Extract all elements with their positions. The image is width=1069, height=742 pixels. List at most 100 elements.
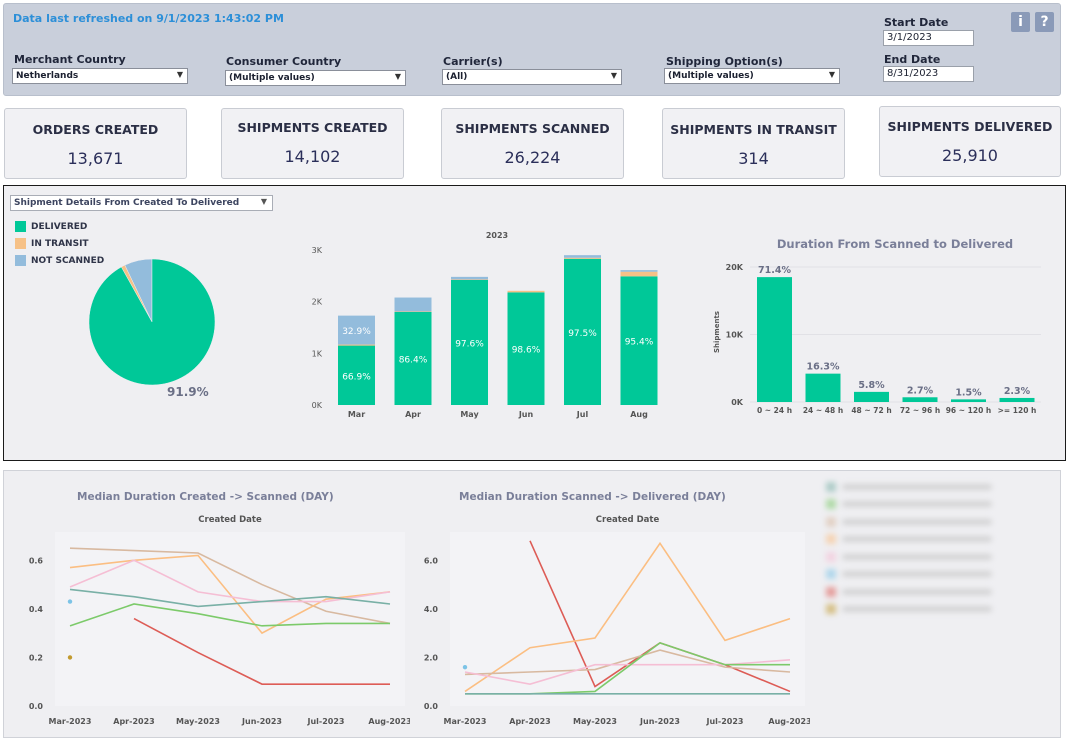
chevron-down-icon: ▼ [260, 197, 267, 206]
series-line[interactable] [464, 541, 791, 693]
series-point[interactable] [462, 664, 468, 670]
bar-data-label: 2.7% [907, 385, 934, 396]
kpi-value: 13,671 [67, 149, 124, 168]
legend-swatch [826, 569, 836, 580]
bar-segment[interactable] [564, 255, 601, 258]
legend-label: NOT SCANNED [31, 255, 105, 266]
bar[interactable] [854, 391, 889, 402]
legend-not-scanned: NOT SCANNED [15, 255, 104, 266]
series-point[interactable] [67, 599, 73, 604]
kpi-value: 14,102 [284, 147, 341, 166]
shipping-option-dropdown[interactable]: (Multiple values) ▼ [664, 68, 840, 84]
bar-segment[interactable] [620, 276, 658, 405]
series-line[interactable] [69, 588, 391, 608]
blurred-text [842, 553, 992, 560]
median-scanned-delivered-chart: Median Duration Scanned -> Delivered (DA… [424, 491, 810, 726]
shipment-details-selector[interactable]: Shipment Details From Created To Deliver… [10, 195, 273, 211]
bar-segment[interactable] [620, 271, 658, 277]
series-line[interactable] [464, 659, 791, 685]
consumer-country-value: (Multiple values) [229, 73, 315, 83]
bar-segment[interactable] [451, 276, 488, 280]
blurred-text [842, 501, 992, 508]
x-tick-label: Mar-2023 [444, 717, 487, 726]
bar-segment[interactable] [451, 279, 488, 405]
bar-segment[interactable] [394, 311, 432, 312]
blurred-legend-item [826, 513, 1046, 531]
pie-slice[interactable] [88, 258, 216, 386]
series-line[interactable] [69, 547, 391, 625]
x-tick-label: 48 ~ 72 h [851, 406, 891, 415]
legend-swatch [15, 221, 26, 232]
series-line[interactable] [464, 649, 791, 676]
bar-segment[interactable] [451, 279, 488, 280]
bar-segment[interactable] [564, 258, 601, 405]
blurred-text [842, 571, 992, 578]
carriers-label: Carrier(s) [443, 55, 503, 68]
consumer-country-dropdown[interactable]: (Multiple values) ▼ [225, 70, 406, 86]
legend-swatch [826, 481, 836, 492]
x-tick-label: 96 ~ 120 h [946, 406, 992, 415]
kpi-shipments-created: SHIPMENTS CREATED 14,102 [221, 108, 404, 179]
y-tick-label: 0.6 [29, 556, 44, 565]
chart-title: Median Duration Scanned -> Delivered (DA… [459, 491, 726, 503]
series-line[interactable] [133, 617, 390, 685]
series-point[interactable] [67, 655, 73, 660]
bar[interactable] [951, 399, 986, 402]
y-tick-label: 4.0 [424, 605, 439, 614]
blurred-text [842, 588, 992, 595]
chart-title: Duration From Scanned to Delivered [777, 237, 1013, 251]
legend-swatch [826, 604, 836, 615]
chevron-down-icon: ▼ [176, 70, 183, 79]
end-date-label: End Date [884, 53, 941, 66]
bar-segment[interactable] [507, 290, 545, 293]
blurred-legend-item [826, 478, 1046, 496]
end-date-input[interactable]: 8/31/2023 [883, 66, 974, 82]
pie-label: 91.9% [167, 385, 209, 399]
bar-segment[interactable] [338, 344, 375, 346]
help-icon[interactable]: ? [1035, 12, 1054, 32]
chart-subtitle: Created Date [596, 515, 660, 525]
y-tick-label: 1K [312, 349, 323, 358]
kpi-value: 25,910 [942, 146, 998, 165]
bar[interactable] [805, 373, 841, 402]
bar-segment[interactable] [620, 270, 658, 272]
bar-segment[interactable] [507, 292, 545, 405]
blurred-legend-item [826, 583, 1046, 601]
x-tick-label: May-2023 [176, 717, 220, 726]
x-tick-label: Jun [518, 410, 534, 419]
y-tick-label: 0.0 [29, 702, 44, 711]
bar[interactable] [902, 397, 938, 402]
series-line[interactable] [69, 603, 390, 627]
bar-segment[interactable] [564, 257, 601, 259]
chevron-down-icon: ▼ [394, 72, 401, 81]
y-tick-label: 10K [726, 331, 744, 340]
plot-area [450, 532, 805, 706]
blurred-legend-item [826, 496, 1046, 514]
blurred-text [842, 483, 992, 490]
x-tick-label: Aug-2023 [768, 717, 810, 726]
bar-data-label: 1.5% [955, 387, 982, 398]
merchant-country-dropdown[interactable]: Netherlands ▼ [12, 68, 188, 84]
carriers-dropdown[interactable]: (All) ▼ [442, 69, 622, 85]
bar[interactable] [757, 277, 792, 402]
legend-swatch [15, 255, 26, 266]
kpi-shipments-delivered: SHIPMENTS DELIVERED 25,910 [879, 106, 1061, 177]
blurred-legend-item [826, 531, 1046, 549]
series-line[interactable] [69, 559, 391, 603]
x-tick-label: Jul [576, 410, 589, 419]
bar-segment[interactable] [394, 312, 432, 405]
x-tick-label: Aug [630, 410, 648, 419]
x-tick-label: 24 ~ 48 h [803, 406, 843, 415]
info-icon[interactable]: i [1011, 12, 1030, 32]
legend-swatch [826, 551, 836, 562]
bar-segment[interactable] [338, 345, 375, 405]
legend-swatch [826, 499, 836, 510]
x-tick-label: Mar [348, 410, 365, 419]
x-tick-label: Jun-2023 [241, 717, 282, 726]
bar-data-label: 98.6% [512, 346, 541, 356]
bar-segment[interactable] [394, 297, 432, 312]
start-date-input[interactable]: 3/1/2023 [883, 30, 974, 46]
bar-segment[interactable] [338, 315, 375, 345]
bar[interactable] [999, 397, 1035, 402]
y-tick-label: 0K [731, 398, 744, 407]
